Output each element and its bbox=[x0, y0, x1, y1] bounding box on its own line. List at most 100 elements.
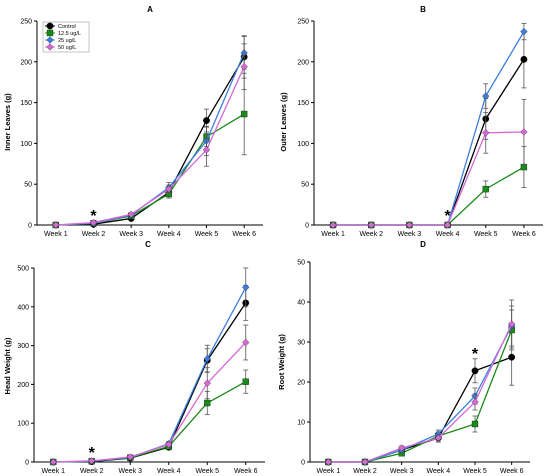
series-line bbox=[333, 31, 525, 226]
data-point bbox=[88, 457, 96, 465]
panel-title: D bbox=[420, 240, 426, 249]
x-tick-label: Week 4 bbox=[157, 231, 181, 238]
data-point bbox=[520, 55, 528, 63]
series-0 bbox=[52, 35, 248, 229]
y-tick-label: 250 bbox=[297, 19, 309, 26]
x-tick-label: Week 2 bbox=[359, 231, 383, 238]
x-tick-label: Week 1 bbox=[321, 231, 345, 238]
series-1 bbox=[52, 72, 248, 229]
series-0 bbox=[49, 285, 250, 466]
series-2 bbox=[329, 23, 528, 229]
x-tick-label: Week 1 bbox=[44, 231, 68, 238]
data-point bbox=[398, 444, 406, 452]
significance-marker: * bbox=[90, 208, 97, 225]
y-tick-label: 200 bbox=[297, 59, 309, 66]
chart-panel-A: 0 50 100 150 200 250 Week 1 Week 2 Week 3 Week 4 W… bbox=[3, 5, 263, 238]
series-1 bbox=[329, 146, 528, 229]
x-tick-label: Week 2 bbox=[82, 231, 106, 238]
y-tick-label: 200 bbox=[17, 382, 29, 389]
x-tick-label: Week 6 bbox=[500, 468, 524, 475]
y-tick-label: 300 bbox=[17, 343, 29, 350]
y-tick-label: 0 bbox=[301, 460, 305, 467]
chart-panel-D: 0 10 20 30 40 50 Week 1 Week 2 Week 3 Week 4 Week … bbox=[277, 240, 530, 475]
x-tick-label: Week 6 bbox=[232, 231, 256, 238]
panel-title: B bbox=[420, 5, 426, 14]
legend-marker bbox=[46, 29, 54, 37]
x-tick-label: Week 3 bbox=[398, 231, 422, 238]
data-point bbox=[329, 221, 337, 229]
series-line bbox=[55, 66, 245, 226]
data-point bbox=[242, 283, 250, 292]
chart-panel-B: 0 50 100 150 200 250 Week 1 Week 2 Week 3 Week 4 W… bbox=[279, 5, 543, 238]
y-tick-label: 500 bbox=[17, 266, 29, 273]
y-axis-label: Outer Leaves (g) bbox=[279, 92, 288, 152]
x-tick-label: Week 6 bbox=[512, 231, 536, 238]
data-point bbox=[203, 379, 211, 387]
y-tick-label: 0 bbox=[25, 460, 29, 467]
y-tick-label: 50 bbox=[301, 182, 309, 189]
y-tick-label: 10 bbox=[297, 420, 305, 427]
panel-title: C bbox=[145, 240, 151, 249]
x-tick-label: Week 4 bbox=[157, 468, 181, 475]
data-point bbox=[165, 440, 173, 449]
y-tick-label: 400 bbox=[17, 304, 29, 311]
y-tick-label: 40 bbox=[297, 300, 305, 307]
series-line bbox=[53, 287, 247, 463]
legend-label: Control bbox=[58, 24, 76, 30]
data-point bbox=[52, 221, 60, 229]
series-line bbox=[53, 302, 247, 463]
legend-label: 12.5 ug/L bbox=[58, 31, 81, 37]
data-point bbox=[405, 221, 414, 229]
x-tick-label: Week 6 bbox=[234, 468, 258, 475]
x-tick-label: Week 5 bbox=[195, 231, 219, 238]
y-tick-label: 150 bbox=[20, 100, 32, 107]
series-2 bbox=[49, 267, 250, 466]
data-point bbox=[367, 221, 375, 229]
data-point bbox=[508, 320, 516, 328]
x-tick-label: Week 3 bbox=[390, 468, 414, 475]
y-tick-label: 50 bbox=[297, 260, 305, 267]
y-axis-label: Root Weight (g) bbox=[277, 334, 286, 390]
y-tick-label: 100 bbox=[17, 421, 29, 428]
series-line bbox=[333, 166, 525, 226]
series-3 bbox=[324, 299, 516, 466]
series-2 bbox=[324, 305, 516, 466]
y-axis-label: Head Weight (g) bbox=[3, 337, 12, 394]
series-3 bbox=[49, 324, 250, 466]
series-line bbox=[333, 131, 524, 226]
y-tick-label: 200 bbox=[20, 59, 32, 66]
data-point bbox=[361, 458, 369, 466]
legend-marker bbox=[46, 22, 54, 30]
data-point bbox=[434, 434, 442, 442]
data-point bbox=[240, 63, 248, 71]
series-line bbox=[333, 59, 525, 226]
x-tick-label: Week 4 bbox=[436, 231, 460, 238]
series-line bbox=[53, 342, 247, 463]
legend-label: 50 ug/L bbox=[58, 45, 76, 51]
x-tick-label: Week 2 bbox=[80, 468, 104, 475]
series-line bbox=[328, 356, 512, 463]
series-0 bbox=[329, 30, 528, 229]
x-tick-label: Week 5 bbox=[463, 468, 487, 475]
series-line bbox=[328, 323, 513, 463]
y-tick-label: 30 bbox=[297, 340, 305, 347]
data-point bbox=[520, 128, 528, 136]
significance-marker: * bbox=[89, 445, 96, 462]
data-point bbox=[482, 92, 490, 100]
x-tick-label: Week 5 bbox=[474, 231, 498, 238]
significance-marker: * bbox=[472, 346, 479, 363]
data-point bbox=[204, 399, 211, 407]
data-point bbox=[242, 378, 249, 385]
y-tick-label: 0 bbox=[28, 223, 32, 230]
x-tick-label: Week 3 bbox=[118, 468, 142, 475]
data-point bbox=[520, 27, 528, 36]
data-point bbox=[203, 117, 210, 124]
data-point bbox=[482, 185, 489, 193]
data-point bbox=[165, 185, 173, 193]
legend-marker bbox=[46, 43, 54, 51]
data-point bbox=[471, 367, 479, 375]
x-tick-label: Week 1 bbox=[41, 468, 65, 475]
y-tick-label: 250 bbox=[20, 19, 32, 26]
